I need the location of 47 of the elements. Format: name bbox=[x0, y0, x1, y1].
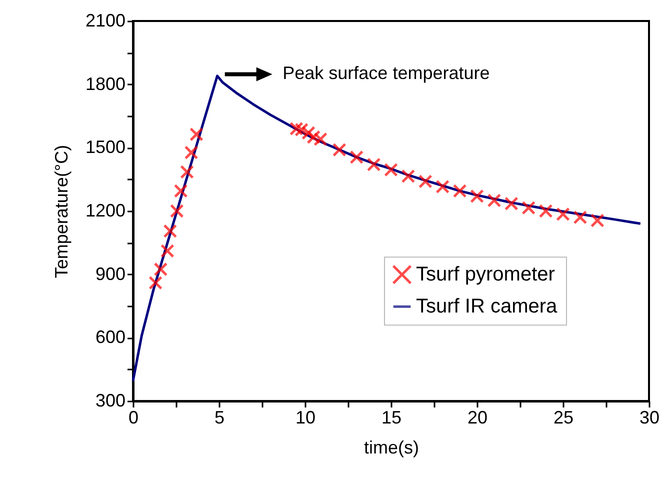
x-tick-label: 5 bbox=[214, 408, 225, 428]
x-tick-label: 10 bbox=[295, 408, 316, 428]
point bbox=[314, 132, 328, 146]
point bbox=[573, 210, 588, 224]
annotation: Peak surface temperature bbox=[282, 63, 490, 84]
point bbox=[184, 146, 198, 160]
point bbox=[470, 189, 484, 204]
y-tick-label: 1800 bbox=[85, 74, 126, 94]
x-tick-label: 25 bbox=[553, 408, 574, 428]
point bbox=[148, 276, 162, 290]
y-tick-label: 900 bbox=[95, 264, 126, 284]
point bbox=[487, 193, 502, 208]
point bbox=[504, 196, 518, 211]
y-tick-label: 1500 bbox=[85, 137, 126, 158]
point bbox=[538, 204, 553, 218]
legend-label: Tsurf IR camera bbox=[416, 296, 558, 318]
point bbox=[366, 158, 381, 172]
point bbox=[160, 244, 174, 258]
point bbox=[452, 184, 467, 198]
point bbox=[332, 142, 346, 157]
point bbox=[590, 214, 604, 228]
point bbox=[522, 200, 536, 215]
point bbox=[350, 150, 364, 164]
point bbox=[401, 169, 416, 184]
point bbox=[180, 164, 194, 179]
y-tick-label: 2100 bbox=[85, 10, 126, 30]
point bbox=[306, 130, 321, 144]
point bbox=[170, 204, 184, 218]
y-axis-title: Temperature(°C) bbox=[51, 144, 72, 278]
point bbox=[436, 180, 450, 194]
y-tick-label: 600 bbox=[95, 327, 126, 348]
x-tick-label: 0 bbox=[128, 408, 139, 428]
y-tick-label: 300 bbox=[95, 390, 126, 410]
point bbox=[154, 262, 168, 276]
x-tick-label: 30 bbox=[639, 408, 660, 428]
point bbox=[384, 162, 398, 177]
y-tick-label: 1200 bbox=[85, 200, 126, 220]
x-tick-label: 15 bbox=[381, 408, 402, 428]
x-tick-label: 20 bbox=[467, 408, 488, 428]
x-axis-title: time(s) bbox=[364, 438, 419, 458]
point bbox=[174, 184, 188, 198]
point bbox=[163, 224, 178, 238]
legend-label: Tsurf pyrometer bbox=[416, 264, 556, 286]
point bbox=[190, 127, 204, 142]
point bbox=[294, 122, 309, 137]
point bbox=[418, 174, 432, 188]
point bbox=[556, 207, 570, 222]
